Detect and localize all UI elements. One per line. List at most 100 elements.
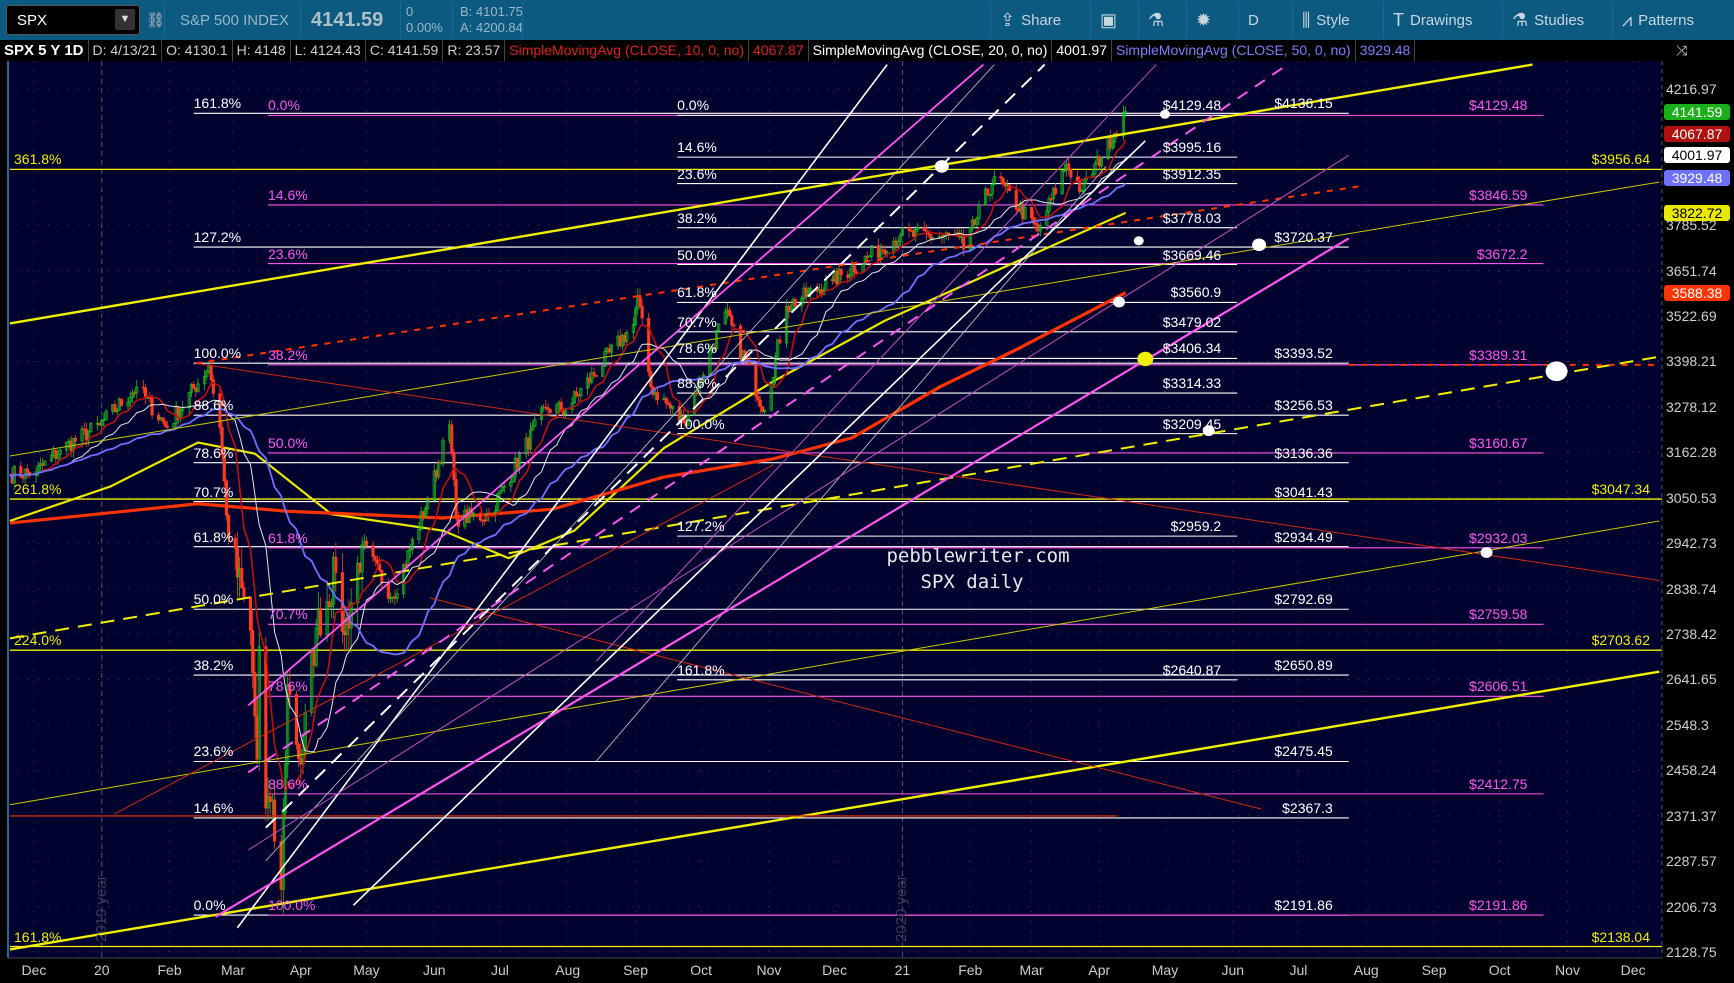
year-label: 2019 year <box>92 875 110 942</box>
candle-body <box>1082 179 1086 192</box>
candle-body <box>80 428 84 442</box>
x-tick-label: Dec <box>21 962 47 978</box>
fib-level-price-label: $2703.62 <box>1591 632 1650 649</box>
fib-level-pct-label: 70.7% <box>268 606 308 623</box>
candle-body <box>1121 111 1125 137</box>
toolbar-button-style[interactable]: ⫼ Style <box>1302 0 1350 40</box>
fib-level-pct-label: 88.6% <box>677 375 717 392</box>
toolbar-button-drawings[interactable]: T Drawings <box>1393 0 1473 40</box>
circle-marker <box>1137 351 1154 367</box>
candle-body <box>364 540 369 546</box>
toolbar-button-studies[interactable]: ⚗ Studies <box>1512 0 1584 40</box>
toolbar-button-share[interactable]: ⇪ Share <box>1000 0 1061 40</box>
candle-body <box>100 420 104 426</box>
toolbar-button-d[interactable]: D <box>1248 0 1259 40</box>
candle-body <box>922 227 926 231</box>
fib-level-price-label: $2934.49 <box>1274 528 1333 545</box>
fib-level-pct-label: 224.0% <box>14 632 62 649</box>
fib-level-pct-label: 0.0% <box>677 97 710 114</box>
candle-body <box>1062 169 1066 172</box>
bar-low: L: 4124.43 <box>291 40 366 61</box>
x-tick-label: Jun <box>422 962 446 978</box>
candle-body <box>187 391 191 408</box>
chart-title: SPX 5 Y 1D <box>0 40 89 61</box>
study-sma50-label[interactable]: SimpleMovingAvg (CLOSE, 50, 0, no) <box>1112 40 1356 61</box>
circle-marker <box>1159 109 1170 119</box>
candle-body <box>572 391 576 404</box>
candle-body <box>609 344 614 353</box>
symbol-selector[interactable]: SPX ▼ <box>6 5 140 35</box>
candle-body <box>130 392 134 398</box>
fib-level-price-label: $3389.31 <box>1469 346 1528 363</box>
toolbar-button-quote-screen[interactable]: ▣ <box>1100 0 1123 40</box>
fib-level-pct-label: 50.0% <box>268 434 308 451</box>
toolbar-button-flask[interactable]: ⚗ <box>1148 0 1170 40</box>
candle-body <box>329 603 334 608</box>
candle-body <box>419 511 423 530</box>
x-tick-label: Apr <box>1088 962 1111 978</box>
y-tick-label: 2458.24 <box>1666 762 1717 779</box>
x-tick-label: Aug <box>1353 962 1379 978</box>
change-block: 0 0.00% <box>406 4 443 36</box>
candle-body <box>531 425 535 431</box>
candle-body <box>128 397 132 403</box>
fib-level-pct-label: 14.6% <box>677 139 717 156</box>
link-icon[interactable]: ⛓ <box>146 12 166 29</box>
fib-level-pct-label: 100.0% <box>677 415 725 432</box>
candle-body <box>896 240 900 246</box>
fib-level-price-label: $2759.58 <box>1469 606 1528 623</box>
candle-body <box>585 377 589 389</box>
candle-body <box>693 392 697 416</box>
fib-level-price-label: $3672.2 <box>1476 245 1528 262</box>
toolbar-button-gear[interactable]: ✹ <box>1196 0 1217 40</box>
candle-body <box>686 414 690 426</box>
study-sma20-label[interactable]: SimpleMovingAvg (CLOSE, 20, 0, no) <box>809 40 1053 61</box>
candle-body <box>870 245 874 257</box>
candle-body <box>754 364 758 397</box>
fib-level-pct-label: 61.8% <box>677 284 717 301</box>
last-price: 4141.59 <box>311 8 384 31</box>
candle-body <box>266 796 270 809</box>
trendline <box>352 140 1146 906</box>
candle-body <box>43 460 47 466</box>
candle-body <box>318 608 323 636</box>
candle-body <box>423 508 428 518</box>
fib-level-pct-label: 161.8% <box>193 95 242 112</box>
toolbar-button-patterns[interactable]: ⩘ Patterns <box>1622 0 1694 40</box>
candle-body <box>1093 163 1097 175</box>
candle-body <box>769 385 773 411</box>
symbol-input[interactable]: SPX <box>17 12 48 29</box>
toolbar-button-label: Share <box>1021 11 1062 29</box>
fib-level-pct-label: 70.7% <box>193 483 234 500</box>
y-tick-label: 3050.53 <box>1666 489 1717 506</box>
candle-body <box>789 308 793 312</box>
candle-body <box>220 427 224 456</box>
x-tick-label: Dec <box>822 962 848 978</box>
share-icon: ⇪ <box>1000 9 1016 30</box>
chevron-down-icon[interactable]: ▼ <box>115 9 135 30</box>
fib-level-price-label: $4136.15 <box>1274 95 1333 112</box>
candle-body <box>1054 187 1058 195</box>
candle-body <box>916 227 920 230</box>
candle-body <box>714 330 719 350</box>
candle-body <box>533 419 537 427</box>
y-tick-label: 2128.75 <box>1666 943 1717 960</box>
circle-marker <box>1202 425 1215 437</box>
candle-body <box>36 465 40 473</box>
fib-level-price-label: $3995.16 <box>1162 139 1222 156</box>
candle-body <box>119 398 123 407</box>
sma-50-line <box>9 182 1127 656</box>
fib-level-price-label: $3136.36 <box>1274 444 1333 461</box>
candle-body <box>73 438 78 442</box>
crosshair-toggle-icon[interactable]: ⤨ <box>1676 42 1688 58</box>
candle-body <box>209 365 213 381</box>
y-tick-label: 2287.57 <box>1666 853 1717 870</box>
candle-body <box>723 311 727 325</box>
candle-body <box>1001 177 1005 185</box>
x-tick-label: Nov <box>756 962 782 978</box>
candle-body <box>264 646 268 809</box>
study-sma10-label[interactable]: SimpleMovingAvg (CLOSE, 10, 0, no) <box>505 40 750 61</box>
candle-body <box>677 405 681 421</box>
y-tick-label: 3651.74 <box>1666 262 1717 279</box>
